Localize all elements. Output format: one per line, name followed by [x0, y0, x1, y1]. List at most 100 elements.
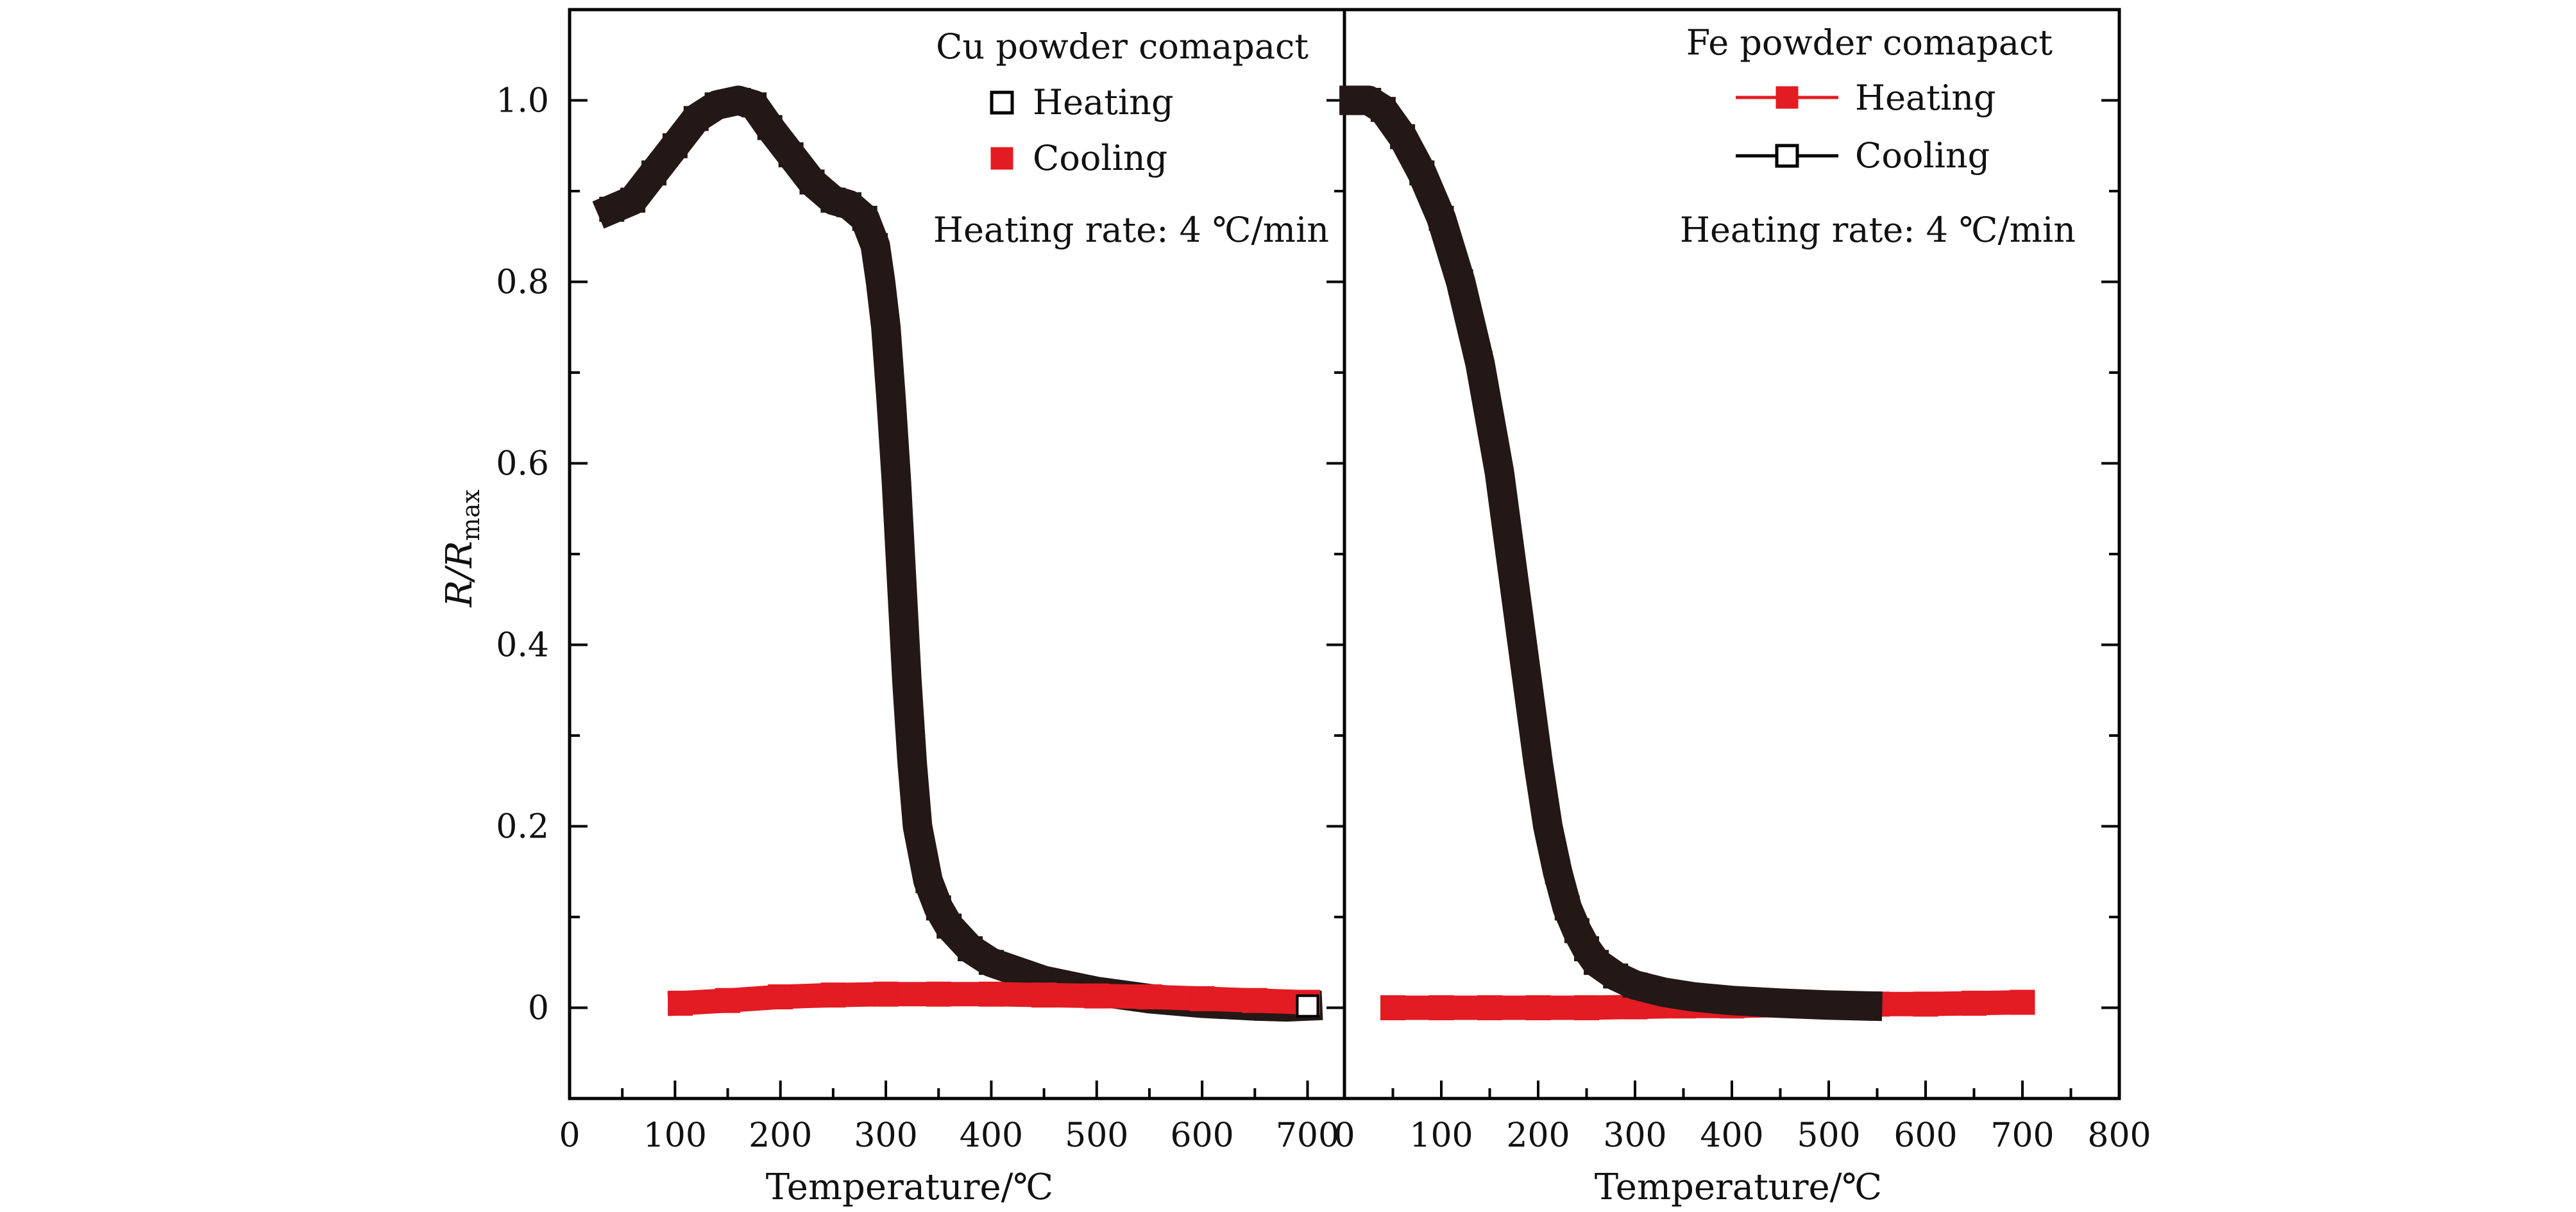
fe-x-tick-label: 100: [1409, 1116, 1473, 1155]
cu-heating-end-point: [1296, 994, 1319, 1018]
fe-heating-point: [1525, 995, 1551, 1020]
cu-x-tick-label: 600: [1170, 1116, 1233, 1155]
cu-cooling-point: [978, 981, 1004, 1007]
fe-cooling-point: [1603, 963, 1629, 989]
cu-heating-point: [599, 196, 625, 222]
fe-cooling-point: [1428, 205, 1454, 231]
fe-title: Fe powder comapact: [1686, 22, 2053, 63]
cu-heating-point: [936, 913, 962, 939]
fe-cooling-point: [1681, 984, 1706, 1010]
cu-cooling-point: [1084, 983, 1110, 1009]
panel-cu: 0 100 200 300 400 500 600 700 Cu powder comapac…: [559, 8, 1346, 1208]
cu-x-tick-label: 200: [749, 1116, 812, 1155]
fe-cooling-point: [1409, 160, 1435, 186]
fe-cooling-point: [1545, 859, 1570, 884]
cu-legend-heating-marker: [990, 90, 1014, 115]
plot-frame-fe: [1343, 8, 2121, 1100]
cu-cooling-point: [820, 982, 846, 1008]
fe-heating-point: [1913, 991, 1938, 1017]
y-tick-label: 1.0: [496, 82, 549, 121]
cu-x-tick-label: 100: [643, 1116, 707, 1155]
fe-legend-cooling-label: Cooling: [1855, 135, 1990, 176]
fe-cooling-point: [1496, 532, 1522, 558]
cu-xlabel: Temperature/℃: [766, 1166, 1053, 1208]
cu-heating-point: [757, 115, 783, 140]
cu-cooling-point: [768, 984, 793, 1010]
cu-x-tick-label: 0: [559, 1116, 580, 1155]
fe-cooling-point: [1816, 992, 1842, 1018]
fe-heating-point: [1380, 995, 1405, 1020]
fe-cooling-point: [1487, 460, 1513, 485]
cu-cooling-point: [1137, 984, 1162, 1010]
fe-heating-point: [2010, 989, 2035, 1015]
y-tick-label: 0.2: [496, 808, 549, 846]
y-axis-ticks: 0 0.2 0.4 0.6 0.8 1.0: [496, 8, 588, 1100]
cu-annotation: Heating rate: 4 ℃/min: [933, 210, 1329, 250]
cu-cooling-point: [668, 990, 693, 1016]
fe-xlabel: Temperature/℃: [1595, 1166, 1882, 1208]
fe-ticks: 0 100 200 300 400 500 600 700 800: [1334, 8, 2151, 1155]
fe-heating-point: [1428, 995, 1454, 1020]
cu-series: [592, 85, 1323, 1022]
cu-cooling-point: [715, 988, 741, 1013]
cu-heating-point: [958, 936, 983, 962]
fe-cooling-point: [1651, 979, 1677, 1005]
fe-x-tick-label: 600: [1894, 1116, 1957, 1155]
cu-heating-point: [915, 868, 941, 893]
y-tick-label: 0.4: [496, 627, 549, 665]
y-axis-title-main: R/R: [439, 541, 480, 607]
cu-title: Cu powder comapact: [936, 26, 1309, 67]
y-tick-label: 0: [528, 989, 549, 1028]
cu-heating-point: [889, 568, 915, 594]
fe-series: [1339, 85, 2035, 1022]
fe-cooling-point: [1390, 124, 1416, 149]
fe-cooling-point: [1525, 750, 1551, 775]
cu-ticks: 0 100 200 300 400 500 600 700: [559, 8, 1344, 1155]
cu-heating-point: [878, 387, 904, 412]
cu-heating-point: [978, 950, 1004, 975]
fe-x-tick-label: 0: [1334, 1116, 1355, 1155]
fe-cooling-point: [1448, 269, 1473, 294]
cu-heating-point: [863, 233, 888, 258]
fe-cooling-point: [1622, 972, 1648, 998]
cu-legend-cooling-label: Cooling: [1033, 138, 1167, 178]
fe-cooling-point: [1768, 990, 1793, 1016]
cu-cooling-point: [926, 981, 951, 1007]
fe-annotation: Heating rate: 4 ℃/min: [1680, 210, 2076, 250]
cu-heating-point: [883, 469, 909, 494]
fe-cooling-point: [1516, 677, 1541, 703]
fe-legend-heating-label: Heating: [1855, 78, 1996, 118]
fe-cooling-point: [1719, 988, 1745, 1013]
fe-cooling-point: [1467, 351, 1493, 376]
cu-heating-point: [662, 133, 688, 158]
fe-cooling-point: [1535, 814, 1561, 839]
cu-cooling-point: [1031, 982, 1057, 1008]
y-axis-title-subscript: max: [457, 489, 485, 541]
cu-cooling-point: [873, 981, 899, 1007]
cu-cooling-point: [1189, 986, 1215, 1011]
cu-heating-point: [894, 668, 920, 694]
cu-heating-point: [778, 142, 804, 167]
cu-cooling-point: [1242, 988, 1267, 1013]
cu-heating-point: [620, 187, 646, 213]
fe-heating-point: [1574, 995, 1599, 1020]
fe-cooling-point: [1506, 605, 1532, 630]
cu-heating-point: [641, 160, 666, 186]
fe-legend-heating-marker: [1775, 86, 1799, 109]
fe-x-tick-label: 200: [1506, 1116, 1570, 1155]
fe-cooling-point: [1554, 895, 1580, 921]
cu-x-tick-label: 500: [1065, 1116, 1128, 1155]
fe-cooling-point: [1370, 97, 1396, 122]
cu-heating-point: [899, 750, 925, 775]
fe-x-tick-label: 700: [1990, 1116, 2054, 1155]
fe-x-tick-label: 300: [1603, 1116, 1666, 1155]
cu-heating-point: [868, 269, 894, 294]
fe-cooling-point: [1854, 993, 1880, 1019]
cu-heating-point: [683, 106, 709, 131]
cu-x-tick-label: 300: [854, 1116, 917, 1155]
cu-heating-point: [741, 92, 767, 118]
cu-heating-point: [904, 814, 930, 839]
cu-legend-cooling-marker: [990, 147, 1013, 170]
cu-heating-point: [704, 92, 730, 118]
